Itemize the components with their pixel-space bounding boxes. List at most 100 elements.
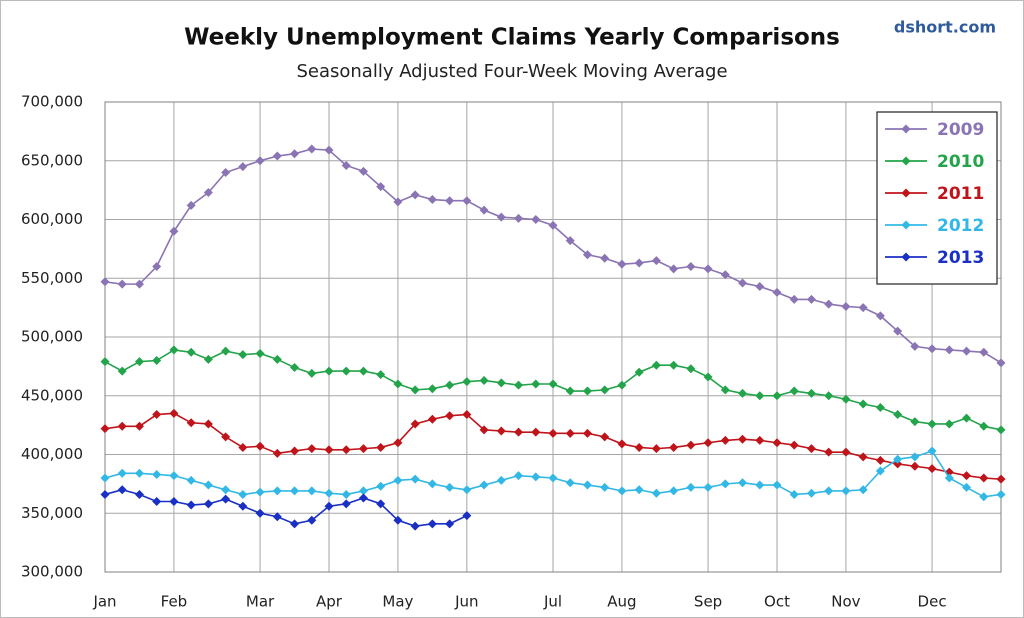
data-point (962, 413, 972, 423)
data-point (789, 294, 799, 304)
data-point (358, 366, 368, 376)
data-point (582, 250, 592, 260)
data-point (531, 472, 541, 482)
data-point (824, 299, 834, 309)
x-tick-label: Jan (92, 593, 116, 611)
data-point (272, 354, 282, 364)
data-point (927, 419, 937, 429)
data-point (634, 367, 644, 377)
data-point (462, 196, 472, 206)
data-point (996, 489, 1006, 499)
data-point (858, 452, 868, 462)
data-point (617, 486, 627, 496)
data-point (427, 479, 437, 489)
data-point (669, 360, 679, 370)
data-point (290, 486, 300, 496)
data-point (582, 480, 592, 490)
chart-subtitle: Seasonally Adjusted Four-Week Moving Ave… (296, 61, 727, 82)
y-tick-label: 450,000 (21, 386, 83, 404)
y-tick-label: 350,000 (21, 504, 83, 522)
data-point (910, 452, 920, 462)
data-point (410, 190, 420, 200)
data-point (203, 354, 213, 364)
y-tick-label: 650,000 (21, 151, 83, 169)
data-point (376, 442, 386, 452)
x-tick-label: Oct (764, 593, 790, 611)
data-point (496, 475, 506, 485)
data-point (703, 482, 713, 492)
data-point (565, 236, 575, 246)
data-point (290, 363, 300, 373)
data-point (755, 435, 765, 445)
legend-marker (901, 156, 911, 166)
data-point (324, 445, 334, 455)
data-point (376, 370, 386, 380)
data-point (703, 372, 713, 382)
data-point (720, 479, 730, 489)
data-point (824, 447, 834, 457)
data-point (358, 444, 368, 454)
series-line (104, 488, 468, 527)
data-point (531, 215, 541, 224)
data-point (600, 432, 610, 442)
data-point (962, 346, 972, 356)
data-point (720, 385, 730, 395)
x-tick-label: Jun (454, 593, 478, 611)
data-point (134, 468, 144, 478)
plot-border (104, 101, 1002, 573)
data-point (393, 515, 403, 525)
data-point (445, 482, 455, 492)
data-point (910, 417, 920, 427)
data-point (307, 486, 317, 496)
data-point (738, 434, 748, 444)
data-point (617, 259, 627, 269)
data-point (669, 486, 679, 496)
data-point (996, 425, 1006, 435)
data-point (875, 466, 885, 476)
data-point (427, 519, 437, 529)
data-point (376, 182, 386, 192)
data-point (100, 489, 110, 499)
data-point (979, 421, 989, 431)
data-point (582, 386, 592, 396)
data-point (944, 473, 954, 483)
chart-title: Weekly Unemployment Claims Yearly Compar… (184, 25, 840, 51)
x-tick-label: Aug (607, 593, 636, 611)
x-tick-label: Dec (918, 593, 947, 611)
data-point (720, 435, 730, 445)
data-point (669, 264, 679, 274)
data-point (393, 438, 403, 448)
legend-marker (901, 188, 911, 198)
data-point (445, 196, 455, 206)
data-point (686, 364, 696, 374)
data-point (910, 341, 920, 351)
data-point (927, 446, 937, 456)
y-tick-label: 500,000 (21, 328, 83, 346)
data-point (772, 438, 782, 448)
data-point (514, 213, 524, 223)
data-point (272, 151, 282, 161)
data-point (186, 500, 196, 510)
data-point (324, 488, 334, 498)
x-tick-label: Sep (694, 593, 722, 611)
x-tick-label: Feb (161, 593, 188, 611)
legend-marker (901, 124, 911, 134)
data-point (841, 301, 851, 311)
legend-marker (901, 220, 911, 230)
data-point (651, 256, 661, 266)
data-point (910, 461, 920, 471)
data-point (186, 347, 196, 357)
data-point (858, 303, 868, 313)
y-tick-label: 600,000 (21, 210, 83, 228)
data-point (238, 442, 248, 452)
data-point (479, 205, 489, 215)
data-point (875, 311, 885, 321)
data-point (496, 212, 506, 222)
data-point (272, 486, 282, 496)
data-point (944, 345, 954, 355)
data-point (755, 281, 765, 291)
x-tick-label: Nov (831, 593, 860, 611)
data-point (496, 426, 506, 436)
data-point (393, 197, 403, 207)
data-point (772, 287, 782, 297)
